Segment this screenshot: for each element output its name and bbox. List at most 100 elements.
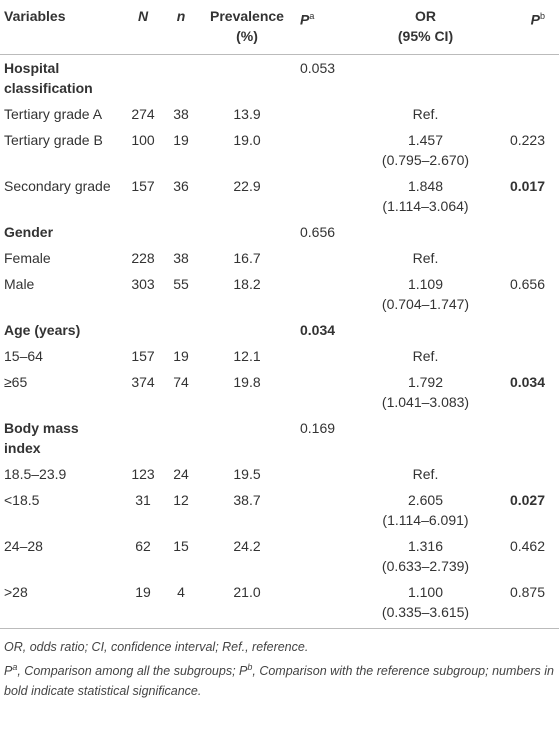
ci-text: (0.335–3.615) bbox=[381, 604, 470, 620]
cell: Gender bbox=[0, 219, 124, 245]
cell: 274 bbox=[124, 101, 164, 127]
ci-text: (1.114–3.064) bbox=[382, 198, 469, 214]
cell bbox=[200, 415, 296, 461]
cell bbox=[485, 343, 559, 369]
cell: 228 bbox=[124, 245, 164, 271]
table-body: Hospital classification 0.053 Tertiary gra… bbox=[0, 55, 559, 629]
n-text: 4 bbox=[177, 584, 185, 600]
N-text: 228 bbox=[131, 250, 155, 266]
footnote-text: P bbox=[4, 664, 13, 679]
cell: 19.5 bbox=[200, 461, 296, 487]
cell: 15 bbox=[164, 533, 200, 579]
label-text: Body mass index bbox=[4, 420, 79, 456]
or-text: Ref. bbox=[412, 466, 439, 482]
cell: 0.875 bbox=[485, 579, 559, 629]
cell: 21.0 bbox=[200, 579, 296, 629]
label-text: Gender bbox=[4, 224, 54, 240]
cell bbox=[368, 55, 485, 102]
cell bbox=[124, 55, 164, 102]
cell bbox=[296, 487, 368, 533]
data-row: Tertiary grade A 274 38 13.9 Ref. bbox=[0, 101, 559, 127]
pa-text: 0.053 bbox=[300, 60, 336, 76]
cell: Ref. bbox=[368, 101, 485, 127]
cell: 19 bbox=[164, 343, 200, 369]
cell bbox=[485, 219, 559, 245]
cell: 1.848 (1.114–3.064) bbox=[368, 173, 485, 219]
ci-text: (0.795–2.670) bbox=[381, 152, 470, 168]
n-text: 38 bbox=[173, 250, 189, 266]
cell: 374 bbox=[124, 369, 164, 415]
n-text: 15 bbox=[173, 538, 189, 554]
n-text: 74 bbox=[173, 374, 189, 390]
data-row: ≥65 374 74 19.8 1.792 (1.041–3.083) 0.034 bbox=[0, 369, 559, 415]
cell: Secondary grade bbox=[0, 173, 124, 219]
superscript: b bbox=[539, 11, 545, 21]
data-row: >28 19 4 21.0 1.100 (0.335–3.615) 0.875 bbox=[0, 579, 559, 629]
label-text: >28 bbox=[4, 584, 28, 600]
data-row: Male 303 55 18.2 1.109 (0.704–1.747) 0.656 bbox=[0, 271, 559, 317]
label-text: Hospital classification bbox=[4, 60, 93, 96]
cell: ≥65 bbox=[0, 369, 124, 415]
cell: 0.223 bbox=[485, 127, 559, 173]
cell bbox=[296, 245, 368, 271]
header-cell: Prevalence (%) bbox=[200, 0, 296, 55]
superscript: a bbox=[12, 662, 18, 672]
group-row: Body mass index 0.169 bbox=[0, 415, 559, 461]
cell: 19.0 bbox=[200, 127, 296, 173]
or-text: 1.848 bbox=[407, 178, 444, 194]
prevalence-text: 38.7 bbox=[233, 492, 261, 508]
cell: 36 bbox=[164, 173, 200, 219]
N-text: 157 bbox=[131, 348, 155, 364]
prevalence-text: 19.0 bbox=[233, 132, 261, 148]
n-text: 55 bbox=[173, 276, 189, 292]
prevalence-text: 24.2 bbox=[233, 538, 261, 554]
pb-text: 0.875 bbox=[509, 584, 545, 600]
cell bbox=[296, 461, 368, 487]
label-text: ≥65 bbox=[4, 374, 28, 390]
label-text: Tertiary grade B bbox=[4, 132, 103, 148]
cell: Ref. bbox=[368, 343, 485, 369]
superscript: a bbox=[309, 11, 315, 21]
prevalence-text: 19.5 bbox=[233, 466, 261, 482]
ci-text: (1.114–6.091) bbox=[382, 512, 469, 528]
data-row: Tertiary grade B 100 19 19.0 1.457 (0.795–2.6… bbox=[0, 127, 559, 173]
cell bbox=[296, 343, 368, 369]
cell: 19 bbox=[164, 127, 200, 173]
data-row: 24–28 62 15 24.2 1.316 (0.633–2.739) 0.462 bbox=[0, 533, 559, 579]
cell: 1.100 (0.335–3.615) bbox=[368, 579, 485, 629]
pa-text: 0.656 bbox=[300, 224, 336, 240]
cell: 24.2 bbox=[200, 533, 296, 579]
footnote-text: , Comparison among all the subgroups; bbox=[17, 664, 240, 679]
footnote: Pa, Comparison among all the subgroups; … bbox=[4, 657, 555, 701]
cell: Female bbox=[0, 245, 124, 271]
prevalence-text: 22.9 bbox=[233, 178, 261, 194]
N-text: 123 bbox=[131, 466, 155, 482]
or-text: Ref. bbox=[412, 250, 439, 266]
cell bbox=[296, 533, 368, 579]
cell: 19.8 bbox=[200, 369, 296, 415]
N-text: 62 bbox=[135, 538, 151, 554]
pb-text: 0.027 bbox=[509, 492, 545, 508]
cell: 1.457 (0.795–2.670) bbox=[368, 127, 485, 173]
cell: Tertiary grade A bbox=[0, 101, 124, 127]
header-text: (%) bbox=[236, 28, 258, 44]
or-text: 1.792 bbox=[407, 374, 444, 390]
cell: Hospital classification bbox=[0, 55, 124, 102]
cell bbox=[485, 317, 559, 343]
footnote-text: P bbox=[239, 664, 248, 679]
N-text: 157 bbox=[131, 178, 155, 194]
N-text: 31 bbox=[135, 492, 151, 508]
cell: 0.169 bbox=[296, 415, 368, 461]
cell bbox=[164, 55, 200, 102]
N-text: 374 bbox=[131, 374, 155, 390]
label-text: 18.5–23.9 bbox=[4, 466, 67, 482]
cell: 74 bbox=[164, 369, 200, 415]
cell: 38 bbox=[164, 245, 200, 271]
header-text: P bbox=[300, 11, 310, 28]
prevalence-text: 12.1 bbox=[233, 348, 261, 364]
cell bbox=[164, 317, 200, 343]
cell: 2.605 (1.114–6.091) bbox=[368, 487, 485, 533]
label-text: <18.5 bbox=[4, 492, 40, 508]
